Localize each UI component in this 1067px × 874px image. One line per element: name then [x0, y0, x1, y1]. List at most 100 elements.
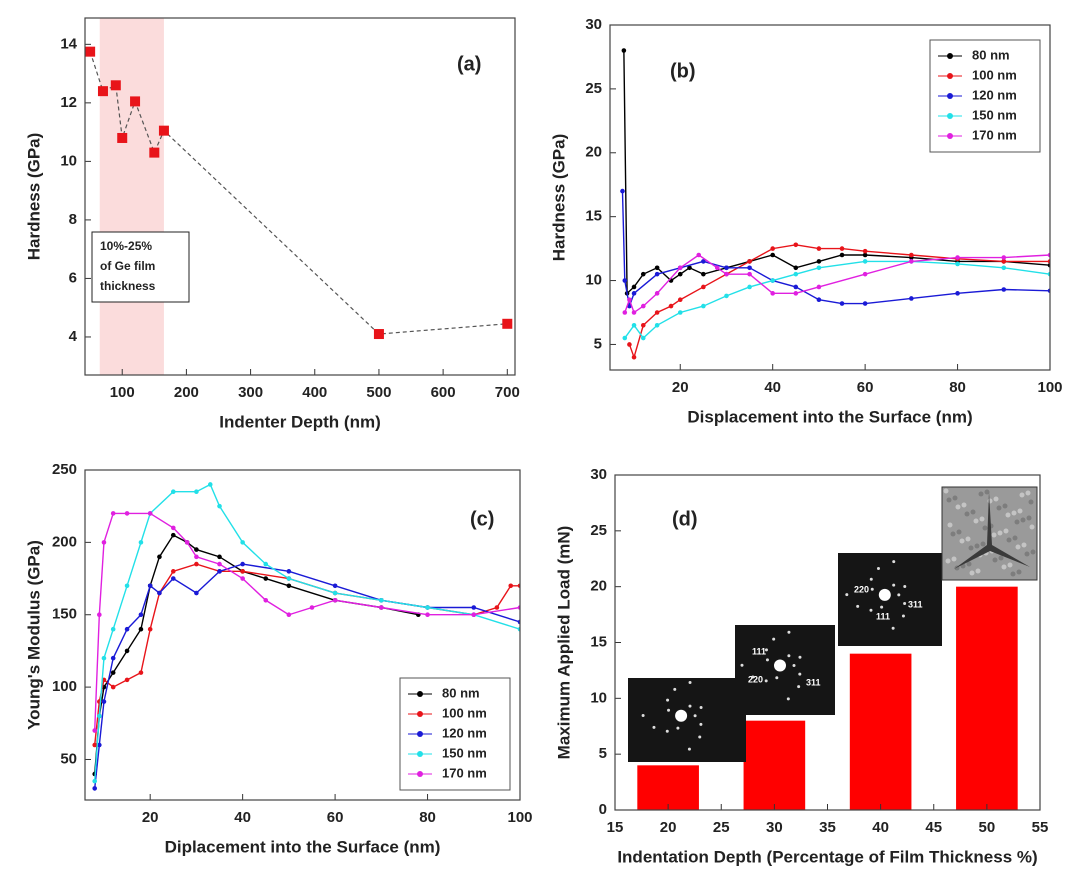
x-tick-label: 100 [1037, 379, 1062, 396]
spot [869, 577, 873, 581]
texture [1006, 537, 1012, 543]
note-box [91, 231, 190, 303]
marker [816, 284, 822, 290]
x-tick-label: 40 [764, 379, 781, 396]
texture [959, 538, 965, 544]
marker [240, 569, 245, 574]
y-tick-label: 20 [590, 578, 607, 595]
marker [124, 626, 130, 632]
y-tick-label: 12 [60, 94, 77, 111]
marker [793, 242, 799, 248]
y-tick-label: 50 [60, 750, 77, 767]
legend-marker [947, 53, 953, 59]
marker [747, 284, 752, 290]
bar [849, 653, 912, 810]
marker [862, 271, 868, 277]
plot-frame [84, 17, 516, 376]
marker [747, 259, 752, 264]
x-axis-label: Displacement into the Surface (nm) [687, 407, 972, 426]
texture [980, 541, 986, 547]
texture [1017, 508, 1023, 514]
marker [286, 576, 292, 581]
texture [969, 570, 975, 576]
spot [699, 722, 703, 726]
marker [909, 259, 914, 264]
spot [688, 704, 692, 708]
series-line [624, 260, 1050, 340]
marker [816, 265, 822, 271]
spot [891, 626, 895, 630]
marker [373, 329, 384, 340]
marker [701, 284, 706, 290]
plot-area [85, 18, 513, 375]
spot [665, 729, 669, 733]
texture [968, 545, 974, 551]
marker [309, 605, 315, 610]
texture [1028, 499, 1034, 505]
marker [621, 48, 627, 53]
spot [673, 687, 677, 691]
x-tick-label: 55 [1032, 819, 1049, 836]
marker [701, 303, 706, 309]
marker [263, 561, 269, 567]
plot-frame [84, 469, 521, 801]
marker [124, 511, 130, 516]
x-tick-label: 60 [857, 379, 874, 396]
x-tick-label: 15 [607, 819, 624, 836]
texture [997, 530, 1003, 536]
spot [740, 663, 744, 667]
y-tick-label: 30 [585, 16, 602, 33]
legend-marker [947, 133, 953, 139]
marker [909, 252, 914, 258]
spot [845, 593, 849, 597]
marker [332, 583, 338, 589]
series-line [623, 50, 1050, 295]
bar [743, 720, 806, 810]
spot [641, 714, 645, 718]
plot-area [92, 482, 520, 791]
marker [207, 482, 213, 487]
texture [992, 557, 998, 563]
spot [698, 735, 702, 739]
x-tick-label: 700 [495, 384, 520, 401]
marker [110, 684, 116, 690]
y-tick-label: 15 [585, 208, 602, 225]
texture [947, 522, 953, 528]
diffraction-image [628, 678, 746, 762]
marker [92, 742, 98, 748]
texture [991, 532, 997, 538]
spot [787, 654, 791, 658]
x-axis-label: Diplacement into the Surface (nm) [165, 837, 441, 856]
marker [747, 265, 752, 271]
marker [677, 271, 683, 277]
series-line [94, 534, 419, 775]
marker [862, 301, 868, 306]
marker [147, 626, 153, 632]
marker [110, 670, 116, 675]
spot [772, 637, 776, 641]
marker [1001, 265, 1007, 271]
y-tick-label: 200 [52, 533, 77, 550]
spot [765, 658, 769, 662]
marker [471, 605, 477, 610]
y-tick-label: 20 [585, 144, 602, 161]
y-tick-label: 30 [590, 466, 607, 483]
texture [987, 498, 993, 504]
legend-label: 170 nm [442, 765, 487, 780]
spot [798, 655, 802, 659]
texture [1020, 517, 1026, 523]
marker [240, 576, 245, 581]
marker [97, 86, 108, 97]
texture [973, 518, 979, 524]
texture [1026, 515, 1032, 521]
marker [217, 554, 222, 560]
legend-marker [417, 711, 423, 717]
texture [975, 568, 981, 574]
marker [793, 271, 799, 277]
texture [993, 496, 999, 502]
texture [1016, 569, 1022, 575]
spot [880, 605, 884, 609]
x-tick-label: 50 [979, 819, 996, 836]
plot-frame [609, 24, 1051, 371]
spot [797, 685, 801, 689]
